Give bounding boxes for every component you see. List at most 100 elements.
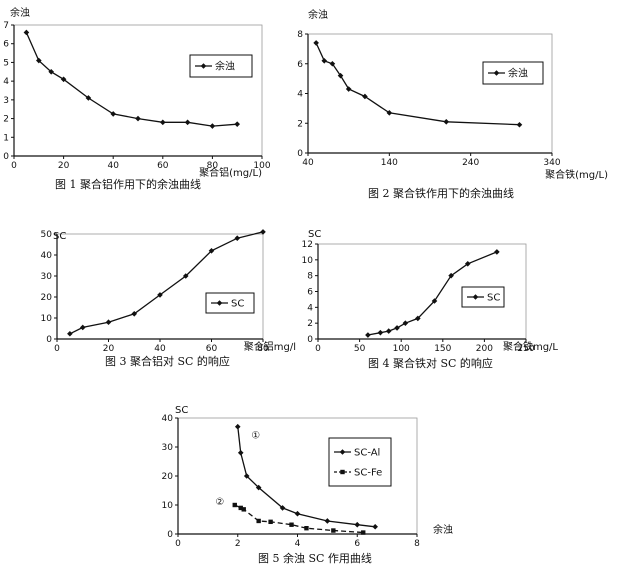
y-tick-label: 0 xyxy=(46,335,52,345)
y-tick-label: 0 xyxy=(167,530,173,540)
plot-frame xyxy=(56,233,264,340)
chart-fig4: 0 2 4 6 8 10 12 0 50 100 150 200 250 SC 聚合铁mg/L SC 图 4 聚… xyxy=(302,229,559,370)
y-tick-label: 4 xyxy=(307,303,313,313)
figure-caption: 图 3 聚合铝对 SC 的响应 xyxy=(105,354,230,368)
data-point xyxy=(238,505,243,511)
data-point xyxy=(23,29,30,36)
y-tick-label: 30 xyxy=(162,443,174,453)
data-point xyxy=(256,518,261,524)
y-axis-title: 余浊 xyxy=(10,6,30,19)
y-axis-title: 余浊 xyxy=(308,8,328,21)
data-point xyxy=(243,473,250,479)
data-point xyxy=(377,329,384,336)
data-point xyxy=(394,325,400,331)
data-point xyxy=(234,121,240,127)
y-axis-title: SC xyxy=(308,229,321,240)
x-tick-label: 240 xyxy=(462,158,479,168)
chart-fig3: 0 10 20 30 40 50 0 20 40 60 80 SC 聚合铝mg/l SC 图 3 聚合铝对 … xyxy=(41,229,296,368)
y-tick-label: 2 xyxy=(297,119,303,129)
y-tick-label: 40 xyxy=(162,414,174,424)
data-point xyxy=(234,423,241,430)
y-tick-label: 0 xyxy=(297,149,303,159)
data-point xyxy=(354,521,361,528)
legend-box xyxy=(482,61,544,85)
x-axis-title: 聚合铁(mg/L) xyxy=(545,168,608,181)
y-tick-label: 20 xyxy=(162,472,174,482)
legend-label: SC xyxy=(487,293,500,304)
y-tick-label: 50 xyxy=(41,230,53,240)
legend-label: SC-Al xyxy=(354,448,380,459)
y-tick-label: 6 xyxy=(3,40,9,50)
data-point xyxy=(329,60,336,67)
y-tick-label: 0 xyxy=(3,152,9,162)
legend-marker xyxy=(200,63,207,69)
data-point xyxy=(237,450,244,456)
legend-label: SC-Fe xyxy=(354,468,382,479)
plot-frame xyxy=(307,33,553,154)
legend: SC-Al SC-Fe xyxy=(328,437,392,487)
data-point xyxy=(135,115,141,122)
y-tick-label: 10 xyxy=(162,501,174,511)
legend: 余浊 xyxy=(482,61,544,85)
data-point xyxy=(232,502,237,508)
x-axis-title: 聚合铁mg/L xyxy=(503,340,558,353)
data-point xyxy=(321,57,328,64)
y-axis-title: SC xyxy=(175,405,188,416)
y-tick-label: 7 xyxy=(3,21,9,31)
y-tick-label: 1 xyxy=(3,133,9,143)
x-axis-title: 聚合铝mg/l xyxy=(244,340,296,353)
x-axis-title: 余浊 xyxy=(433,523,453,536)
legend-label: 余浊 xyxy=(215,60,235,73)
y-tick-label: 0 xyxy=(307,335,313,345)
y-tick-label: 3 xyxy=(3,96,9,106)
y-axis-title: SC xyxy=(53,231,66,242)
data-point xyxy=(289,522,294,527)
figure-caption: 图 4 聚合铁对 SC 的响应 xyxy=(368,356,493,370)
x-tick-label: 200 xyxy=(476,344,493,354)
x-tick-label: 60 xyxy=(157,161,169,171)
data-point xyxy=(255,484,262,491)
data-point xyxy=(304,526,309,531)
x-tick-label: 40 xyxy=(107,161,119,171)
legend-label: 余浊 xyxy=(508,67,528,80)
x-tick-label: 40 xyxy=(154,344,166,354)
data-point xyxy=(313,40,319,46)
legend-marker xyxy=(339,449,346,455)
x-tick-label: 8 xyxy=(414,539,420,549)
x-tick-label: 0 xyxy=(11,161,17,171)
legend: 余浊 xyxy=(189,54,253,78)
y-tick-label: 2 xyxy=(307,319,313,329)
legend: SC xyxy=(205,292,255,314)
legend: SC xyxy=(461,286,505,308)
y-tick-label: 20 xyxy=(41,293,53,303)
x-tick-label: 80 xyxy=(257,344,269,354)
x-tick-label: 20 xyxy=(58,161,70,171)
x-tick-label: 50 xyxy=(354,344,366,354)
series-annotation: ② xyxy=(215,497,224,508)
y-tick-label: 6 xyxy=(297,60,303,70)
x-tick-label: 0 xyxy=(54,344,60,354)
data-point xyxy=(279,505,286,511)
x-tick-label: 140 xyxy=(381,158,398,168)
plot-frame xyxy=(13,24,263,157)
data-point xyxy=(131,311,138,317)
series-line xyxy=(25,32,238,127)
data-point xyxy=(443,118,450,125)
x-tick-label: 40 xyxy=(302,158,314,168)
y-tick-label: 30 xyxy=(41,272,53,282)
data-point xyxy=(67,330,73,337)
data-point xyxy=(60,76,67,83)
y-tick-label: 12 xyxy=(302,240,313,250)
data-point xyxy=(494,249,500,255)
x-tick-label: 6 xyxy=(354,539,360,549)
series-line xyxy=(234,504,364,534)
y-tick-label: 8 xyxy=(297,30,303,40)
data-point xyxy=(372,523,378,530)
x-tick-label: 0 xyxy=(315,344,321,354)
y-tick-label: 5 xyxy=(3,58,9,68)
x-tick-label: 80 xyxy=(207,161,219,171)
y-tick-label: 2 xyxy=(3,115,9,125)
